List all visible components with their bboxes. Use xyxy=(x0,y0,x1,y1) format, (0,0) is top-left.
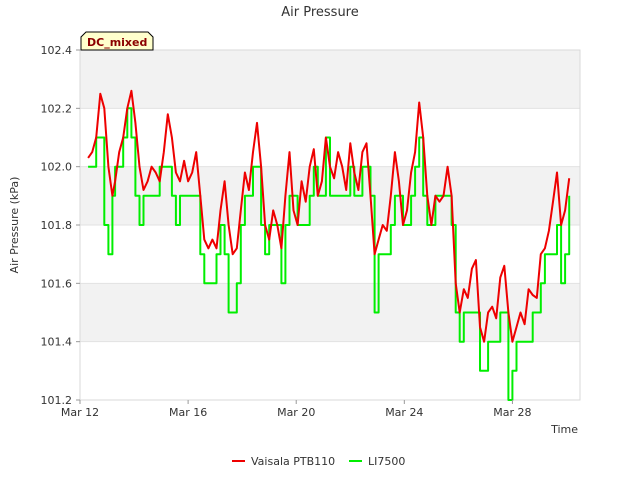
x-axis-ticks: Mar 12 Mar 16 Mar 20 Mar 24 Mar 28 xyxy=(61,400,532,419)
x-tick-label: Mar 20 xyxy=(277,406,315,419)
y-tick-label: 101.6 xyxy=(41,277,73,290)
legend-label-li7500: LI7500 xyxy=(368,455,405,468)
series-line-li7500 xyxy=(88,107,571,401)
y-axis-ticks: 101.2 101.4 101.6 101.8 102.0 102.2 102.4 xyxy=(41,44,80,407)
plot-band xyxy=(80,225,580,284)
y-tick-label: 102.4 xyxy=(41,44,73,57)
badge-box xyxy=(80,31,154,51)
y-tick-label: 102.0 xyxy=(41,161,73,174)
y-axis-label: Air Pressure (kPa) xyxy=(8,177,21,274)
x-tick-label: Mar 28 xyxy=(493,406,531,419)
chart-title: Air Pressure xyxy=(281,5,359,20)
series-layer xyxy=(87,89,571,401)
dc-mixed-badge: DC_mixed xyxy=(80,31,154,51)
y-tick-label: 101.4 xyxy=(41,336,73,349)
x-axis-label: Time xyxy=(550,423,578,436)
y-tick-label: 101.8 xyxy=(41,219,73,232)
x-tick-label: Mar 12 xyxy=(61,406,99,419)
x-tick-label: Mar 16 xyxy=(169,406,207,419)
x-tick-label: Mar 24 xyxy=(385,406,423,419)
plot-band xyxy=(80,50,580,109)
plot-band xyxy=(80,341,580,400)
series-line-vaisala-ptb110 xyxy=(87,89,571,343)
y-tick-label: 102.2 xyxy=(41,102,73,115)
y-tick-label: 101.2 xyxy=(41,394,73,407)
legend-label-vaisala: Vaisala PTB110 xyxy=(251,455,335,468)
badge-label: DC_mixed xyxy=(87,36,147,49)
legend: Vaisala PTB110 LI7500 xyxy=(232,455,405,468)
